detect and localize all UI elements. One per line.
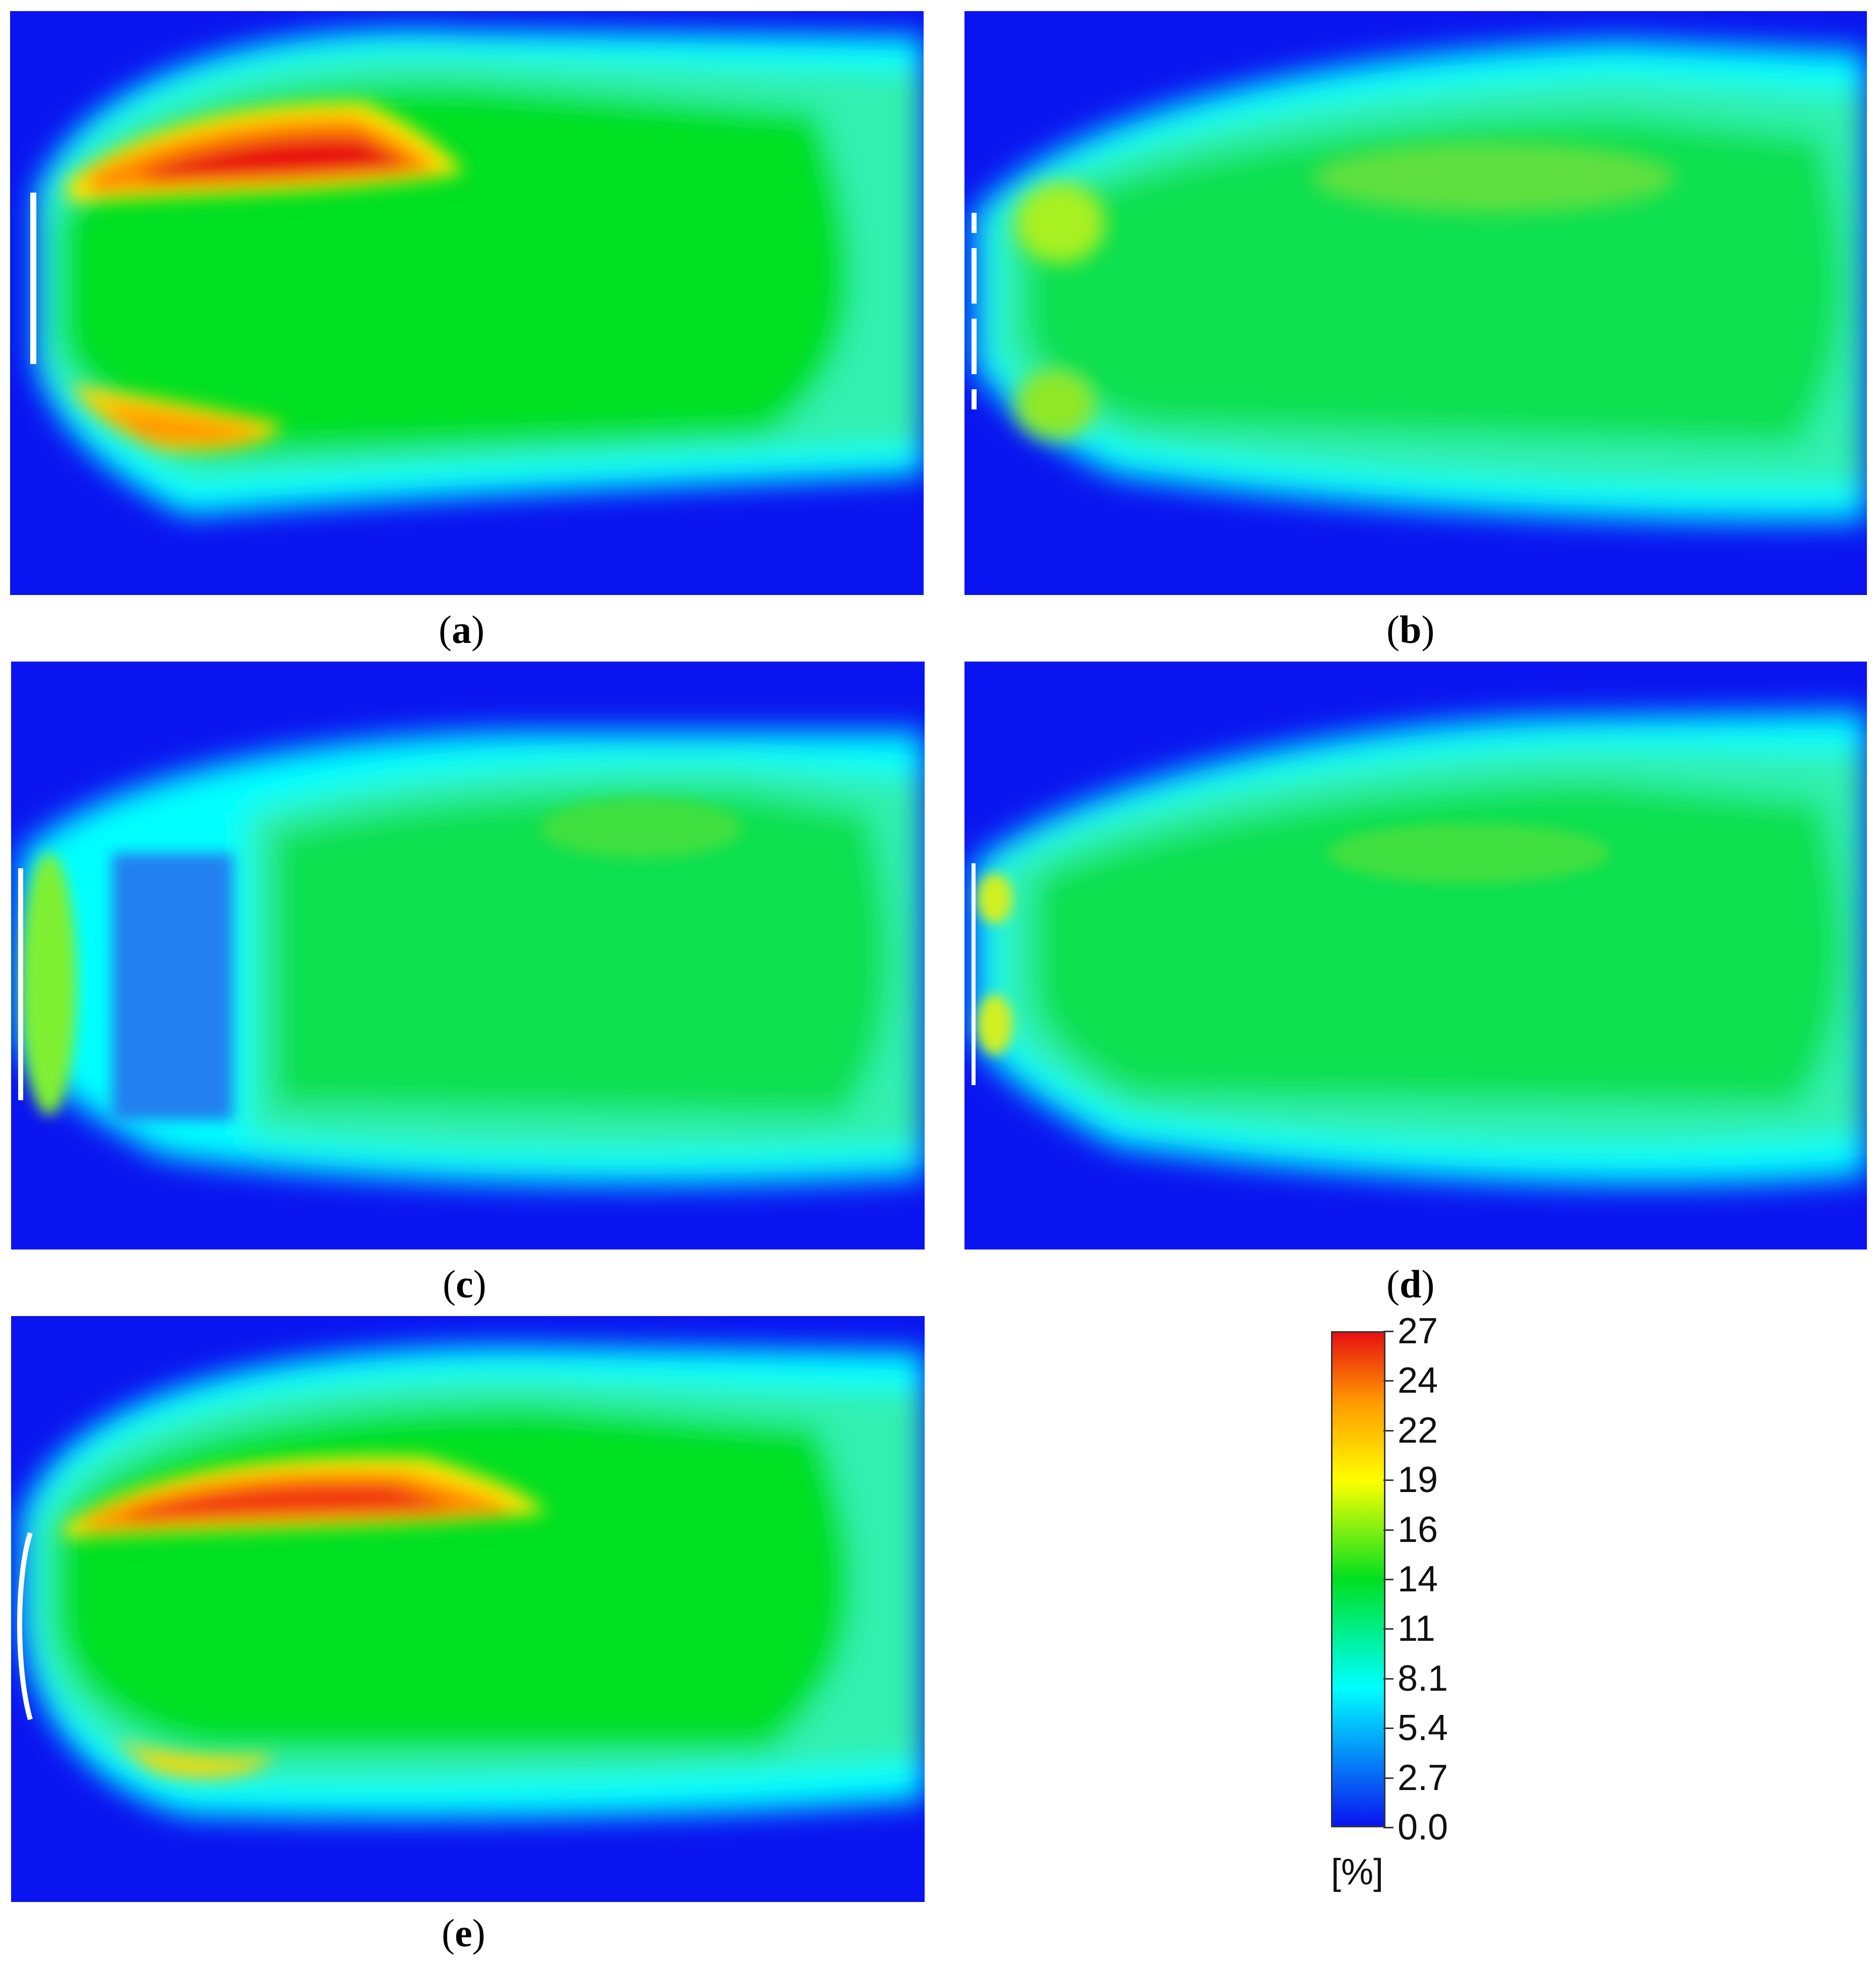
contour-panel-d	[964, 662, 1867, 1249]
colorbar-tick-label: 5.4	[1398, 1708, 1448, 1749]
colorbar	[1331, 1331, 1385, 1827]
colorbar-tick-label: 2.7	[1398, 1757, 1448, 1798]
contour-plot-b	[964, 11, 1867, 595]
colorbar-tick-mark	[1383, 1529, 1394, 1531]
colorbar-tick-mark	[1383, 1628, 1394, 1630]
colorbar-tick-mark	[1383, 1479, 1394, 1481]
colorbar-tick-mark	[1383, 1331, 1394, 1332]
panel-caption-b: (b)	[1386, 608, 1435, 651]
colorbar-tick-mark	[1383, 1579, 1394, 1580]
colorbar-tick-mark	[1383, 1777, 1394, 1779]
colorbar-tick-label: 14	[1398, 1559, 1438, 1599]
contour-plot-e	[11, 1316, 925, 1902]
colorbar-tick-label: 0.0	[1398, 1807, 1448, 1848]
colorbar-tick-label: 19	[1398, 1460, 1438, 1501]
colorbar-tick-label: 24	[1398, 1360, 1438, 1401]
colorbar-tick-mark	[1383, 1827, 1394, 1828]
colorbar-tick-mark	[1383, 1728, 1394, 1730]
contour-panel-a	[10, 11, 924, 595]
colorbar-tick-mark	[1383, 1380, 1394, 1382]
contour-panel-b	[964, 11, 1867, 595]
colorbar-tick-mark	[1383, 1678, 1394, 1680]
colorbar-tick-label: 27	[1398, 1311, 1438, 1351]
colorbar-unit-label: [%]	[1331, 1852, 1384, 1892]
colorbar-tick-label: 16	[1398, 1509, 1438, 1550]
colorbar-tick-label: 22	[1398, 1410, 1438, 1451]
contour-panel-c	[11, 662, 925, 1249]
contour-plot-c	[11, 662, 925, 1249]
colorbar-tick-label: 8.1	[1398, 1658, 1448, 1699]
contour-panel-e	[11, 1316, 925, 1902]
colorbar-tick-label: 11	[1398, 1609, 1435, 1649]
panel-caption-a: (a)	[439, 608, 485, 651]
contour-plot-a	[10, 11, 924, 595]
panel-caption-d: (d)	[1386, 1262, 1435, 1306]
colorbar-tick-mark	[1383, 1430, 1394, 1432]
contour-plot-d	[964, 662, 1867, 1249]
panel-caption-c: (c)	[443, 1262, 487, 1306]
panel-caption-e: (e)	[442, 1911, 486, 1955]
